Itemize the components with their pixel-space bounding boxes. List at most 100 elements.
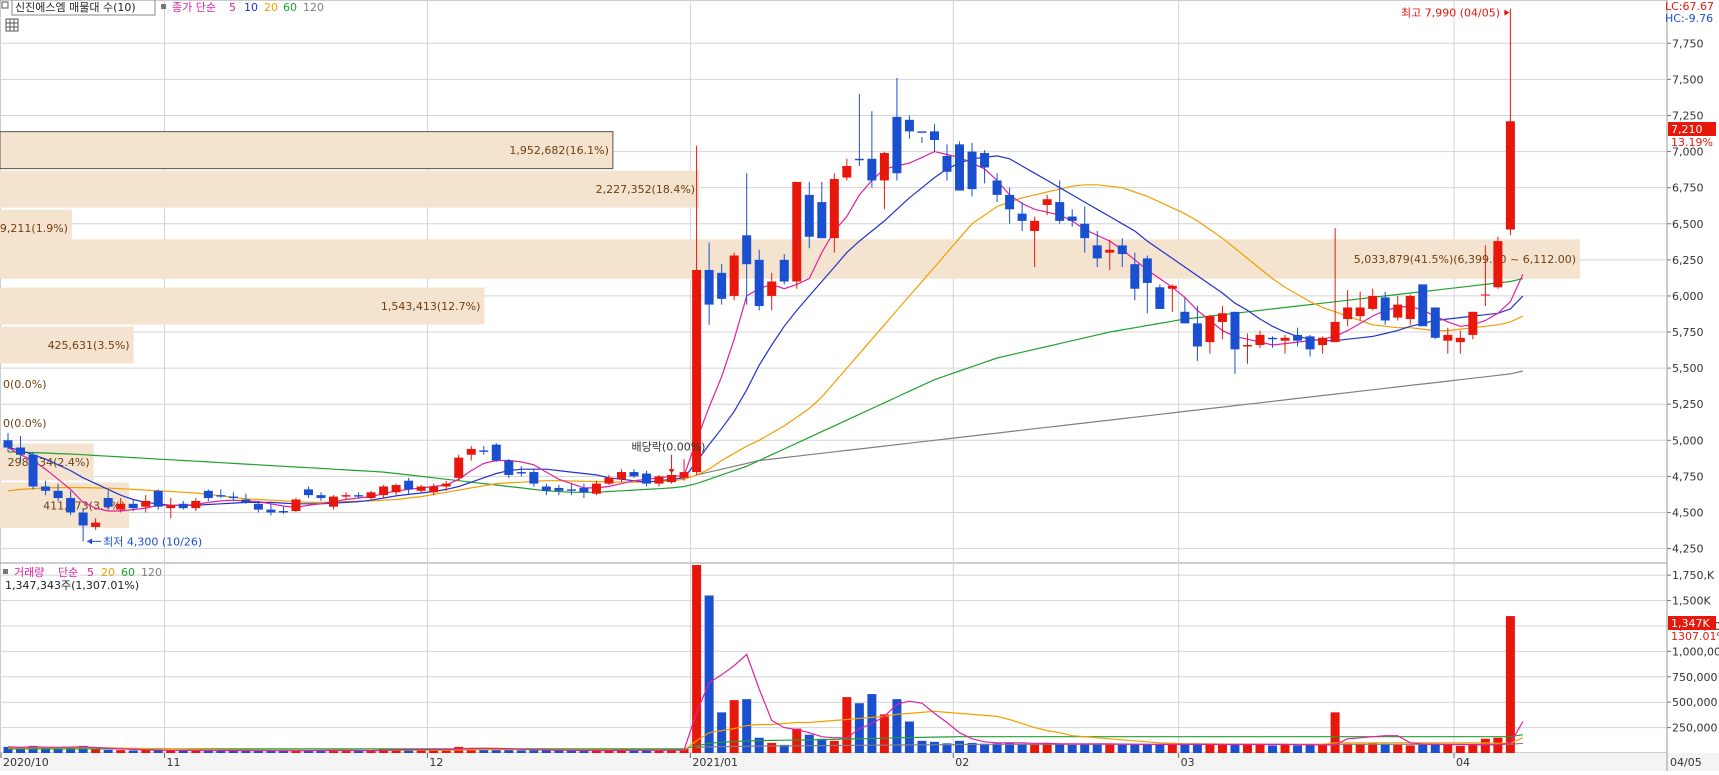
volume-title: 거래량 [14, 566, 44, 579]
volume-bar [1217, 744, 1227, 753]
candle-body [892, 116, 902, 174]
volume-bar [554, 750, 564, 753]
volume-bar [216, 750, 226, 753]
last-change: 13.19% [1671, 136, 1713, 149]
panel-collapse-icon[interactable] [1, 1, 9, 9]
candle-body [404, 480, 414, 490]
candle-body [1318, 337, 1328, 346]
candle-body [1330, 321, 1340, 343]
candle-body [116, 503, 126, 510]
volume-current: 1,347,343주(1,307.01%) [5, 579, 139, 592]
candle-body [1167, 285, 1177, 289]
candle-body [1380, 297, 1390, 321]
dividend-annotation: 배당락(0.00%) [632, 440, 706, 453]
volume-bar [178, 750, 188, 753]
x-tick-label: 04/05 [1670, 756, 1702, 769]
volume-bar [1318, 744, 1328, 753]
candle-body [917, 131, 927, 133]
candle-body [1405, 295, 1415, 320]
volume-bar [1280, 744, 1290, 753]
candle-body [1393, 304, 1403, 318]
candle-body [66, 498, 76, 513]
candle-body [955, 144, 965, 191]
candle-body [579, 487, 589, 493]
volume-bar [1305, 744, 1315, 753]
volume-bar [16, 747, 26, 753]
candle-body [879, 153, 889, 181]
candle-body [329, 496, 339, 507]
y-tick-label: 4,750 [1672, 470, 1704, 483]
candle-body [1480, 294, 1490, 296]
volume-bar [3, 746, 13, 753]
volume-bar [1468, 744, 1478, 753]
candle-body [454, 457, 464, 478]
volume-bar [391, 749, 401, 753]
volume-bar [278, 750, 288, 753]
volume-bar [479, 749, 489, 753]
ma-toggle-icon[interactable] [161, 4, 166, 9]
candle-body [1505, 121, 1515, 230]
candle-body [103, 498, 113, 507]
y-tick-label: 7,000 [1672, 146, 1704, 159]
volume-toggle-icon[interactable] [3, 569, 8, 574]
volume-profile-label: 298,534(2.4%) [8, 456, 90, 469]
volume-bar [1493, 737, 1503, 753]
x-tick-label: 02 [955, 756, 969, 769]
volume-bar [1393, 744, 1403, 753]
ma5-line [7, 150, 1524, 512]
volume-bar [66, 747, 76, 753]
low-arrow-icon [87, 538, 102, 545]
candle-body [228, 496, 238, 499]
candle-body [191, 500, 201, 509]
candle-body [1017, 213, 1027, 221]
volume-bar [566, 750, 576, 753]
volume-bar [917, 740, 927, 753]
indicator-title-box[interactable] [11, 0, 156, 16]
ma5-label: 5 [229, 1, 236, 14]
candle-body [429, 486, 439, 493]
candle-body [354, 495, 364, 497]
volume-bar [416, 749, 426, 753]
volume-bar [203, 750, 213, 753]
x-axis: 2020/10 11 12 2021/01 02 03 04 04/05 [0, 753, 1702, 769]
volume-bar [879, 714, 889, 753]
candle-body [141, 500, 151, 507]
candle-body [128, 503, 138, 509]
volume-bar [303, 750, 313, 753]
candle-body [1092, 245, 1102, 259]
y-tick-label: 5,000 [1672, 434, 1704, 447]
candle-body [166, 505, 176, 509]
volume-bar [291, 749, 301, 753]
candle-body [216, 495, 226, 497]
volume-ma60-label: 60 [121, 566, 135, 579]
volume-bar [316, 750, 326, 753]
last-volume: 1,347K [1671, 617, 1710, 630]
volume-bar [992, 743, 1002, 753]
volume-bar [1155, 744, 1165, 753]
candle-body [1355, 307, 1365, 317]
volume-profile-highlight [0, 131, 614, 170]
candle-body [1192, 323, 1202, 347]
table-icon[interactable] [5, 18, 19, 32]
volume-bar [1042, 743, 1052, 753]
volume-bar [541, 749, 551, 753]
volume-bar [729, 700, 739, 753]
volume-bar [1205, 743, 1215, 753]
volume-bar [1180, 744, 1190, 753]
volume-bar [1005, 742, 1015, 753]
candle-body [980, 153, 990, 168]
y-tick-label: 5,750 [1672, 326, 1704, 339]
candle-body [942, 155, 952, 172]
candle-body [929, 131, 939, 141]
volume-profile-bar [0, 239, 1580, 279]
volume-profile-label: 1,543,413(12.7%) [381, 300, 481, 313]
ma10-label: 10 [244, 1, 258, 14]
candle-body [1105, 249, 1115, 253]
candle-body [491, 444, 501, 461]
high-arrow-icon [1504, 9, 1510, 16]
volume-bar [955, 740, 965, 753]
volume-bar [504, 749, 514, 753]
volume-y-axis: 1,750,K1,500K1,250,0001,000,000750,00050… [1667, 569, 1719, 735]
volume-bar [1130, 743, 1140, 753]
